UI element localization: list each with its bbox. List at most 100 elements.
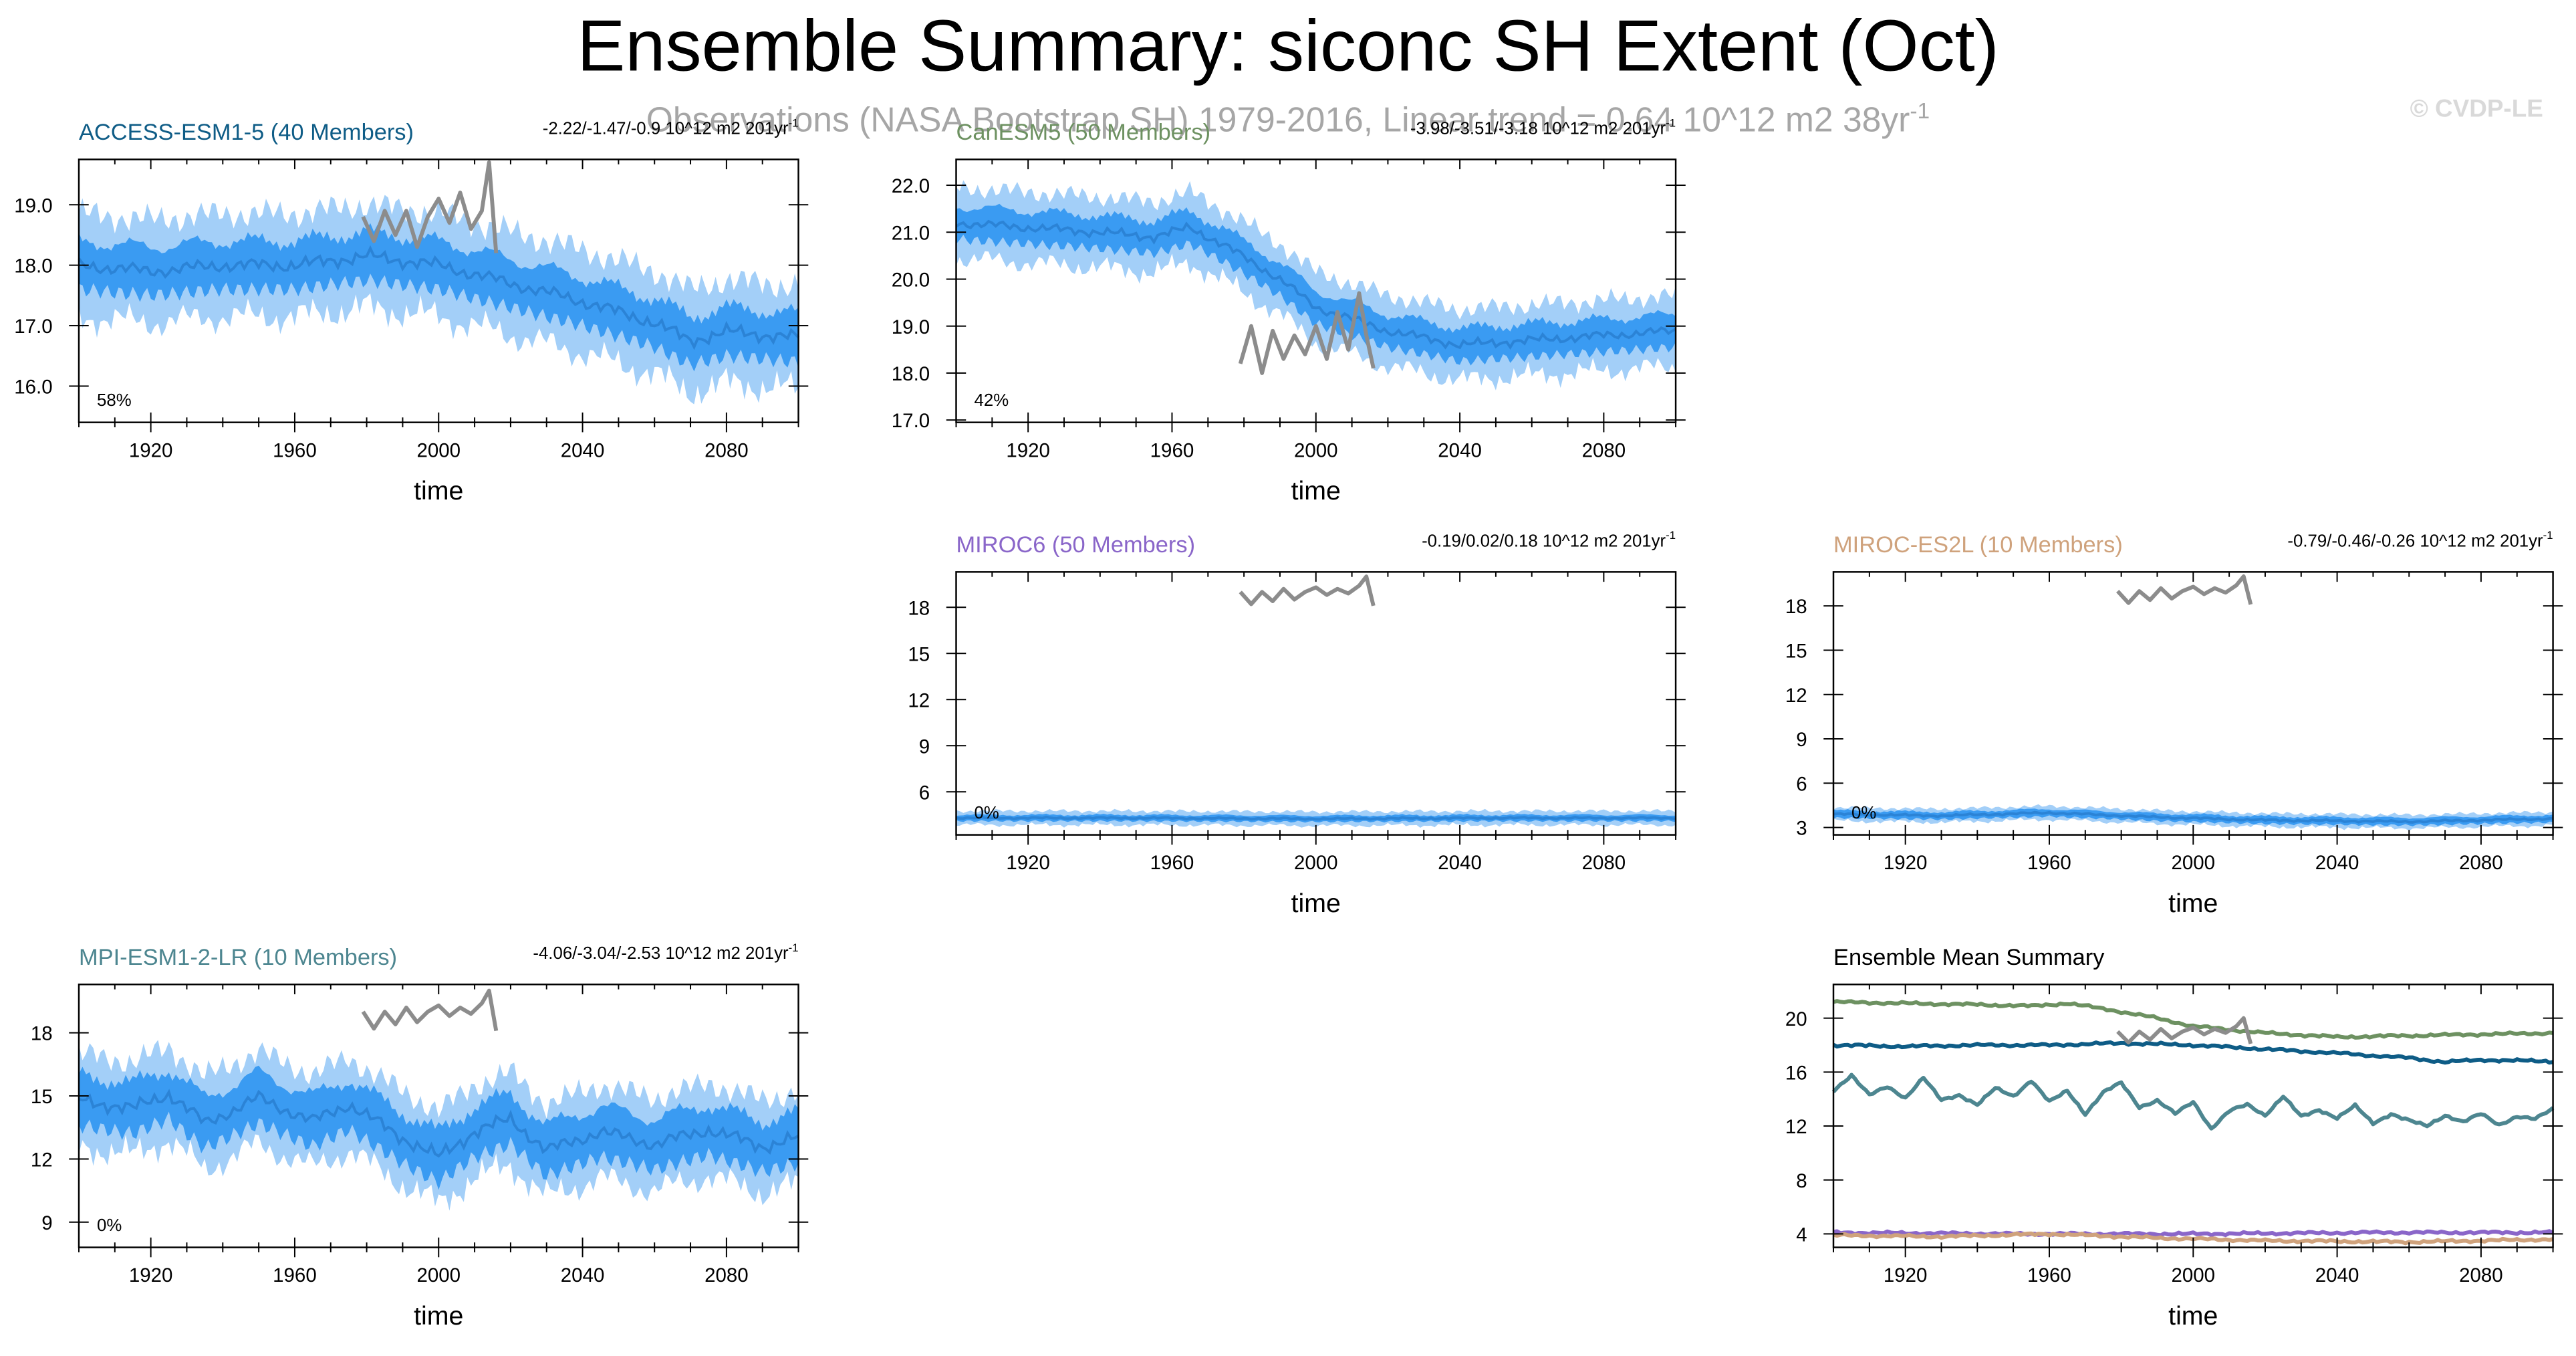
x-tick-label: 1960 (273, 1264, 317, 1286)
x-tick-label: 2080 (2459, 852, 2503, 874)
summary-series-line (1833, 1229, 2554, 1238)
watermark: © CVDP-LE (2410, 95, 2543, 124)
ensemble-iqr-band (956, 203, 1676, 366)
x-tick-label: 1920 (129, 1264, 173, 1286)
plot-frame (1832, 571, 2554, 836)
x-tick-label: 2000 (416, 439, 461, 461)
x-axis-label: time (1291, 476, 1341, 505)
trend-exponent: -1 (1666, 118, 1676, 130)
observations-line (1238, 291, 1376, 375)
percent-label: 0% (975, 804, 999, 822)
trend-exponent: -1 (1666, 530, 1676, 543)
x-tick-label: 1920 (1884, 1264, 1928, 1286)
observations-line (1239, 574, 1376, 606)
panel-trend-text: -2.22/-1.47/-0.9 10^12 m2 201yr-1 (543, 118, 799, 139)
chart-svg: 0% 1920 1960 2000 2040 2080 3 6 9 12 15 18 time (1785, 571, 2563, 918)
ensemble-mean-line (955, 219, 1676, 350)
ensemble-mean-line (78, 1089, 799, 1158)
y-tick-label: 6 (1796, 773, 1807, 795)
x-tick-label: 1960 (1150, 439, 1194, 461)
trend-value: -2.22/-1.47/-0.9 10^12 m2 201yr (542, 119, 789, 139)
plot-frame (955, 571, 1677, 836)
panel-canesm: CanESM5 (50 Members) -3.98/-3.51/-3.18 10… (878, 108, 1732, 519)
x-tick-label: 2000 (1294, 852, 1338, 874)
summary-series-line (2116, 1016, 2253, 1044)
chart-svg: 0% 1920 1960 2000 2040 2080 9 12 15 18 time (31, 984, 809, 1331)
trend-value: -0.79/-0.46/-0.26 10^12 m2 201yr (2287, 532, 2543, 552)
y-tick-label: 4 (1796, 1224, 1807, 1246)
y-tick-label: 15 (31, 1086, 53, 1108)
panel-access: ACCESS-ESM1-5 (40 Members) -2.22/-1.47/-0… (0, 108, 854, 519)
trend-exponent: -1 (788, 943, 799, 955)
y-tick-label: 12 (1785, 1116, 1807, 1138)
trend-value: -0.19/0.02/0.18 10^12 m2 201yr (1422, 532, 1666, 552)
x-tick-label: 2040 (561, 1264, 605, 1286)
y-tick-label: 12 (31, 1149, 53, 1171)
ensemble-mean-line (1833, 810, 2553, 824)
figure-subtitle: Observations (NASA Bootstrap SH) 1979-20… (0, 98, 2576, 141)
x-tick-label: 2080 (2459, 1264, 2503, 1286)
panel-miroc-es2l: MIROC-ES2L (10 Members) -0.79/-0.46/-0.26… (1755, 521, 2576, 931)
y-tick-label: 18.0 (14, 255, 52, 277)
x-axis-label: time (414, 1301, 463, 1331)
panel-title: Ensemble Mean Summary (1833, 943, 2105, 970)
panel-trend-text: -0.19/0.02/0.18 10^12 m2 201yr-1 (1422, 531, 1676, 552)
panel-trend-text: -4.06/-3.04/-2.53 10^12 m2 201yr-1 (533, 943, 798, 964)
ensemble-range-band (78, 195, 799, 405)
subtitle-exponent: -1 (1910, 98, 1930, 124)
x-tick-label: 2080 (704, 1264, 749, 1286)
x-tick-label: 1920 (1884, 852, 1928, 874)
panel-title: MPI-ESM1-2-LR (10 Members) (78, 943, 398, 970)
x-tick-label: 2000 (1294, 439, 1338, 461)
x-tick-label: 1960 (1150, 852, 1194, 874)
panel-miroc6: MIROC6 (50 Members) -0.19/0.02/0.18 10^12… (878, 521, 1732, 931)
x-tick-label: 1960 (2027, 852, 2071, 874)
x-tick-label: 2040 (561, 439, 605, 461)
ensemble-mean-line (78, 245, 799, 350)
ensemble-mean-line (956, 815, 1676, 821)
trend-exponent: -1 (2543, 530, 2553, 543)
panel-title: MIROC-ES2L (10 Members) (1833, 530, 2123, 558)
panel-trend-text: -0.79/-0.46/-0.26 10^12 m2 201yr-1 (2287, 531, 2553, 552)
trend-value: -4.06/-3.04/-2.53 10^12 m2 201yr (533, 944, 789, 964)
observations-line (361, 988, 499, 1032)
percent-label: 58% (97, 391, 132, 410)
chart-svg: 42% 1920 1960 2000 2040 2080 17.0 18.0 19.0 20.0 2… (892, 158, 1686, 505)
x-tick-label: 2000 (2171, 1264, 2215, 1286)
y-tick-label: 19.0 (892, 316, 930, 338)
x-axis-label: time (2168, 1301, 2218, 1331)
x-tick-label: 2080 (1582, 852, 1626, 874)
y-tick-label: 9 (41, 1212, 52, 1234)
ensemble-iqr-band (78, 1065, 799, 1190)
y-tick-label: 22.0 (892, 175, 930, 197)
chart-svg: 1920 1960 2000 2040 2080 4 8 12 16 20 time (1785, 984, 2563, 1331)
percent-label: 0% (1851, 804, 1876, 822)
y-tick-label: 16.0 (14, 376, 52, 398)
x-tick-label: 2040 (2315, 1264, 2359, 1286)
y-tick-label: 20.0 (892, 269, 930, 292)
percent-label: 42% (975, 391, 1009, 410)
x-axis-label: time (1291, 889, 1341, 918)
observations-line (2116, 574, 2253, 605)
chart-svg: 0% 1920 1960 2000 2040 2080 6 9 12 15 18 time (908, 571, 1686, 918)
y-tick-label: 19.0 (14, 195, 52, 217)
figure-title: Ensemble Summary: siconc SH Extent (Oct) (577, 6, 1999, 88)
y-tick-label: 9 (919, 736, 930, 758)
panel-summary: Ensemble Mean Summary 1920 1960 2000 2040 208… (1755, 933, 2576, 1344)
summary-series-line (1832, 1040, 2554, 1065)
panel-title: MIROC6 (50 Members) (956, 530, 1196, 558)
y-tick-label: 12 (1785, 685, 1807, 707)
x-tick-label: 2000 (416, 1264, 461, 1286)
y-tick-label: 12 (908, 689, 930, 711)
y-tick-label: 18 (1785, 596, 1807, 618)
y-tick-label: 21.0 (892, 222, 930, 244)
y-tick-label: 18 (908, 597, 930, 619)
y-tick-label: 16 (1785, 1062, 1807, 1084)
x-tick-label: 1920 (1006, 852, 1050, 874)
x-axis-label: time (414, 476, 463, 505)
y-tick-label: 20 (1785, 1008, 1807, 1030)
x-tick-label: 2000 (2171, 852, 2215, 874)
y-tick-label: 9 (1796, 729, 1807, 751)
panel-title: CanESM5 (50 Members) (956, 118, 1211, 145)
